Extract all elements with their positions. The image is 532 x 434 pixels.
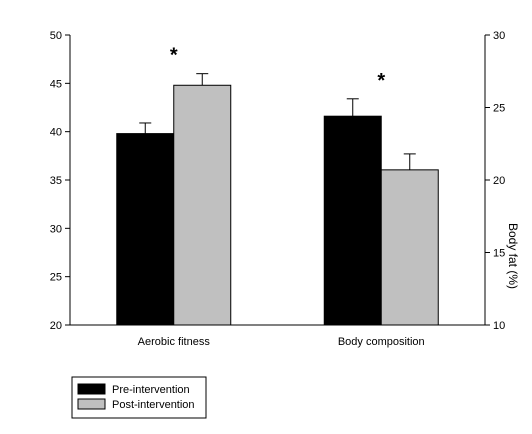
right-axis-tick-label: 25 (493, 103, 505, 115)
legend: Pre-intervention Post-intervention (71, 376, 207, 419)
significance-marker: * (377, 70, 385, 92)
right-axis-title: Body fat (%) (506, 223, 520, 289)
category-label: Body composition (338, 336, 425, 348)
left-axis-tick-label: 40 (50, 127, 62, 139)
category-label: Aerobic fitness (138, 336, 211, 348)
bar (380, 169, 439, 326)
bar (116, 133, 175, 326)
legend-label: Post-intervention (112, 399, 195, 411)
legend-swatch (77, 398, 106, 410)
significance-marker: * (170, 45, 178, 67)
right-axis-tick-label: 10 (493, 320, 505, 332)
legend-swatch (77, 383, 106, 395)
chart-bars (116, 73, 439, 326)
right-axis-tick-label: 15 (493, 248, 505, 260)
left-axis-tick-label: 50 (50, 30, 62, 42)
right-axis-tick-label: 30 (493, 30, 505, 42)
left-axis-tick-label: 20 (50, 320, 62, 332)
left-axis-tick-label: 25 (50, 272, 62, 284)
left-axis-tick-label: 45 (50, 78, 62, 90)
bar (323, 115, 382, 326)
left-axis-tick-label: 35 (50, 175, 62, 187)
left-axis-tick-label: 30 (50, 223, 62, 235)
chart-labels: Aerobic fitness * Body composition * (138, 45, 425, 348)
legend-label: Pre-intervention (112, 384, 190, 396)
right-axis-tick-label: 20 (493, 175, 505, 187)
bar (173, 84, 232, 326)
